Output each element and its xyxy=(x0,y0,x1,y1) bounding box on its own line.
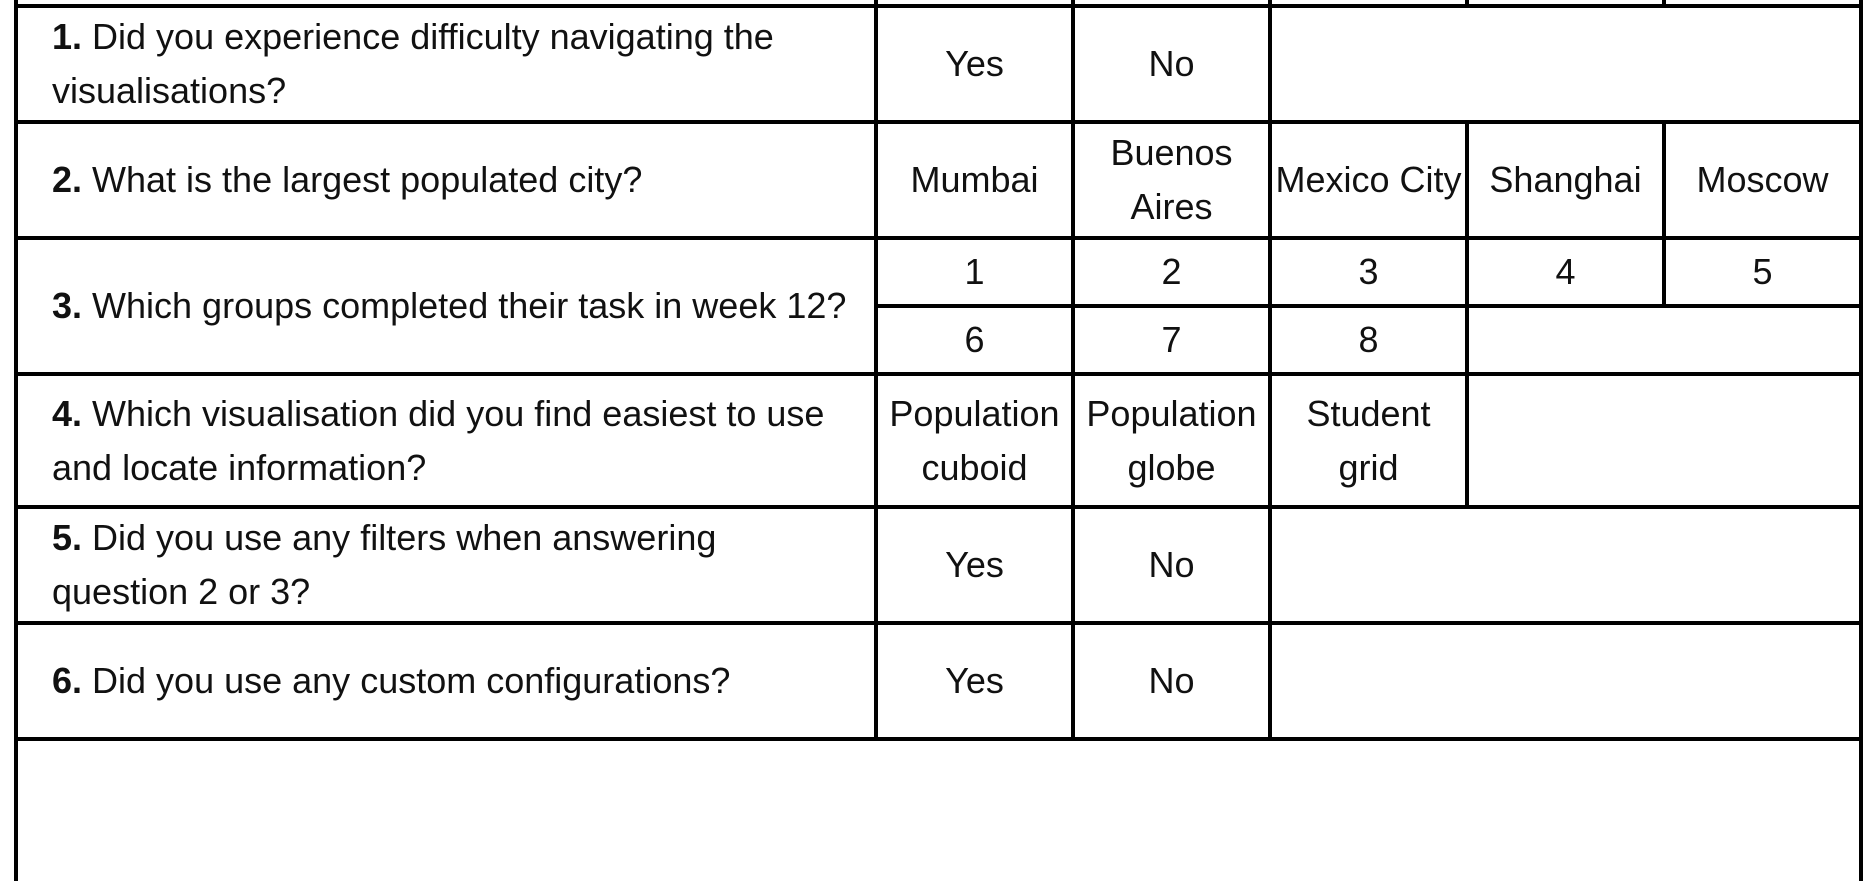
question-text: Did you use any custom configurations? xyxy=(82,660,731,701)
option-yes[interactable]: Yes xyxy=(874,621,1075,741)
empty-cell xyxy=(14,737,1863,881)
question-1: 1. Did you experience difficulty navigat… xyxy=(14,4,878,124)
empty-cell xyxy=(1465,304,1863,376)
option-group-8[interactable]: 8 xyxy=(1268,304,1469,376)
option-group-1[interactable]: 1 xyxy=(874,236,1075,308)
survey-table: 1. Did you experience difficulty navigat… xyxy=(14,0,1863,881)
option-no[interactable]: No xyxy=(1071,4,1272,124)
question-number: 4. xyxy=(52,392,83,434)
question-number: 1. xyxy=(52,16,83,57)
question-6: 6. Did you use any custom configurations… xyxy=(14,621,878,741)
question-row-3-continued: 6 7 8 xyxy=(16,304,1863,376)
option-population-cuboid[interactable]: Population cuboid xyxy=(874,372,1075,509)
option-yes[interactable]: Yes xyxy=(874,4,1075,124)
option-shanghai[interactable]: Shanghai xyxy=(1465,120,1666,240)
option-student-grid[interactable]: Student grid xyxy=(1268,372,1469,509)
empty-cell xyxy=(1268,505,1863,625)
question-row-6: 6. Did you use any custom configurations… xyxy=(14,621,1863,741)
question-4: 4. Which visualisation did you find easi… xyxy=(14,372,878,509)
survey-form: 1. Did you experience difficulty navigat… xyxy=(14,0,1863,881)
question-3: 3. Which groups completed their task in … xyxy=(14,236,878,376)
option-no[interactable]: No xyxy=(1071,621,1272,741)
option-mumbai[interactable]: Mumbai xyxy=(874,120,1075,240)
table-bottom-row xyxy=(14,737,1863,881)
option-mexico-city[interactable]: Mexico City xyxy=(1268,120,1469,240)
option-moscow[interactable]: Moscow xyxy=(1662,120,1863,240)
option-buenos-aires[interactable]: Buenos Aires xyxy=(1071,120,1272,240)
option-no[interactable]: No xyxy=(1071,505,1272,625)
option-group-6[interactable]: 6 xyxy=(874,304,1075,376)
question-row-5: 5. Did you use any filters when answerin… xyxy=(14,505,1863,625)
option-group-4[interactable]: 4 xyxy=(1465,236,1666,308)
question-text: What is the largest populated city? xyxy=(82,159,643,200)
question-row-2: 2. What is the largest populated city? M… xyxy=(14,120,1863,240)
question-text: Which visualisation did you find easiest… xyxy=(52,392,825,488)
question-number: 3. xyxy=(52,285,83,326)
option-population-globe[interactable]: Population globe xyxy=(1071,372,1272,509)
question-text: Did you experience difficulty navigating… xyxy=(52,16,774,111)
empty-cell xyxy=(1268,4,1863,124)
empty-cell xyxy=(1268,621,1863,741)
option-group-5[interactable]: 5 xyxy=(1662,236,1863,308)
question-text: Which groups completed their task in wee… xyxy=(82,285,847,326)
empty-cell xyxy=(1465,372,1863,509)
option-group-2[interactable]: 2 xyxy=(1071,236,1272,308)
question-number: 5. xyxy=(52,517,83,558)
option-yes[interactable]: Yes xyxy=(874,505,1075,625)
question-row-1: 1. Did you experience difficulty navigat… xyxy=(14,4,1863,124)
option-group-7[interactable]: 7 xyxy=(1071,304,1272,376)
question-2: 2. What is the largest populated city? xyxy=(14,120,878,240)
question-row-4: 4. Which visualisation did you find easi… xyxy=(14,372,1863,509)
question-5: 5. Did you use any filters when answerin… xyxy=(14,505,878,625)
question-row-3: 3. Which groups completed their task in … xyxy=(14,236,1863,376)
option-group-3[interactable]: 3 xyxy=(1268,236,1469,308)
question-number: 6. xyxy=(52,660,83,701)
table-top-edge xyxy=(14,0,1863,8)
question-text: Did you use any filters when answering q… xyxy=(52,517,717,612)
question-number: 2. xyxy=(52,159,83,200)
